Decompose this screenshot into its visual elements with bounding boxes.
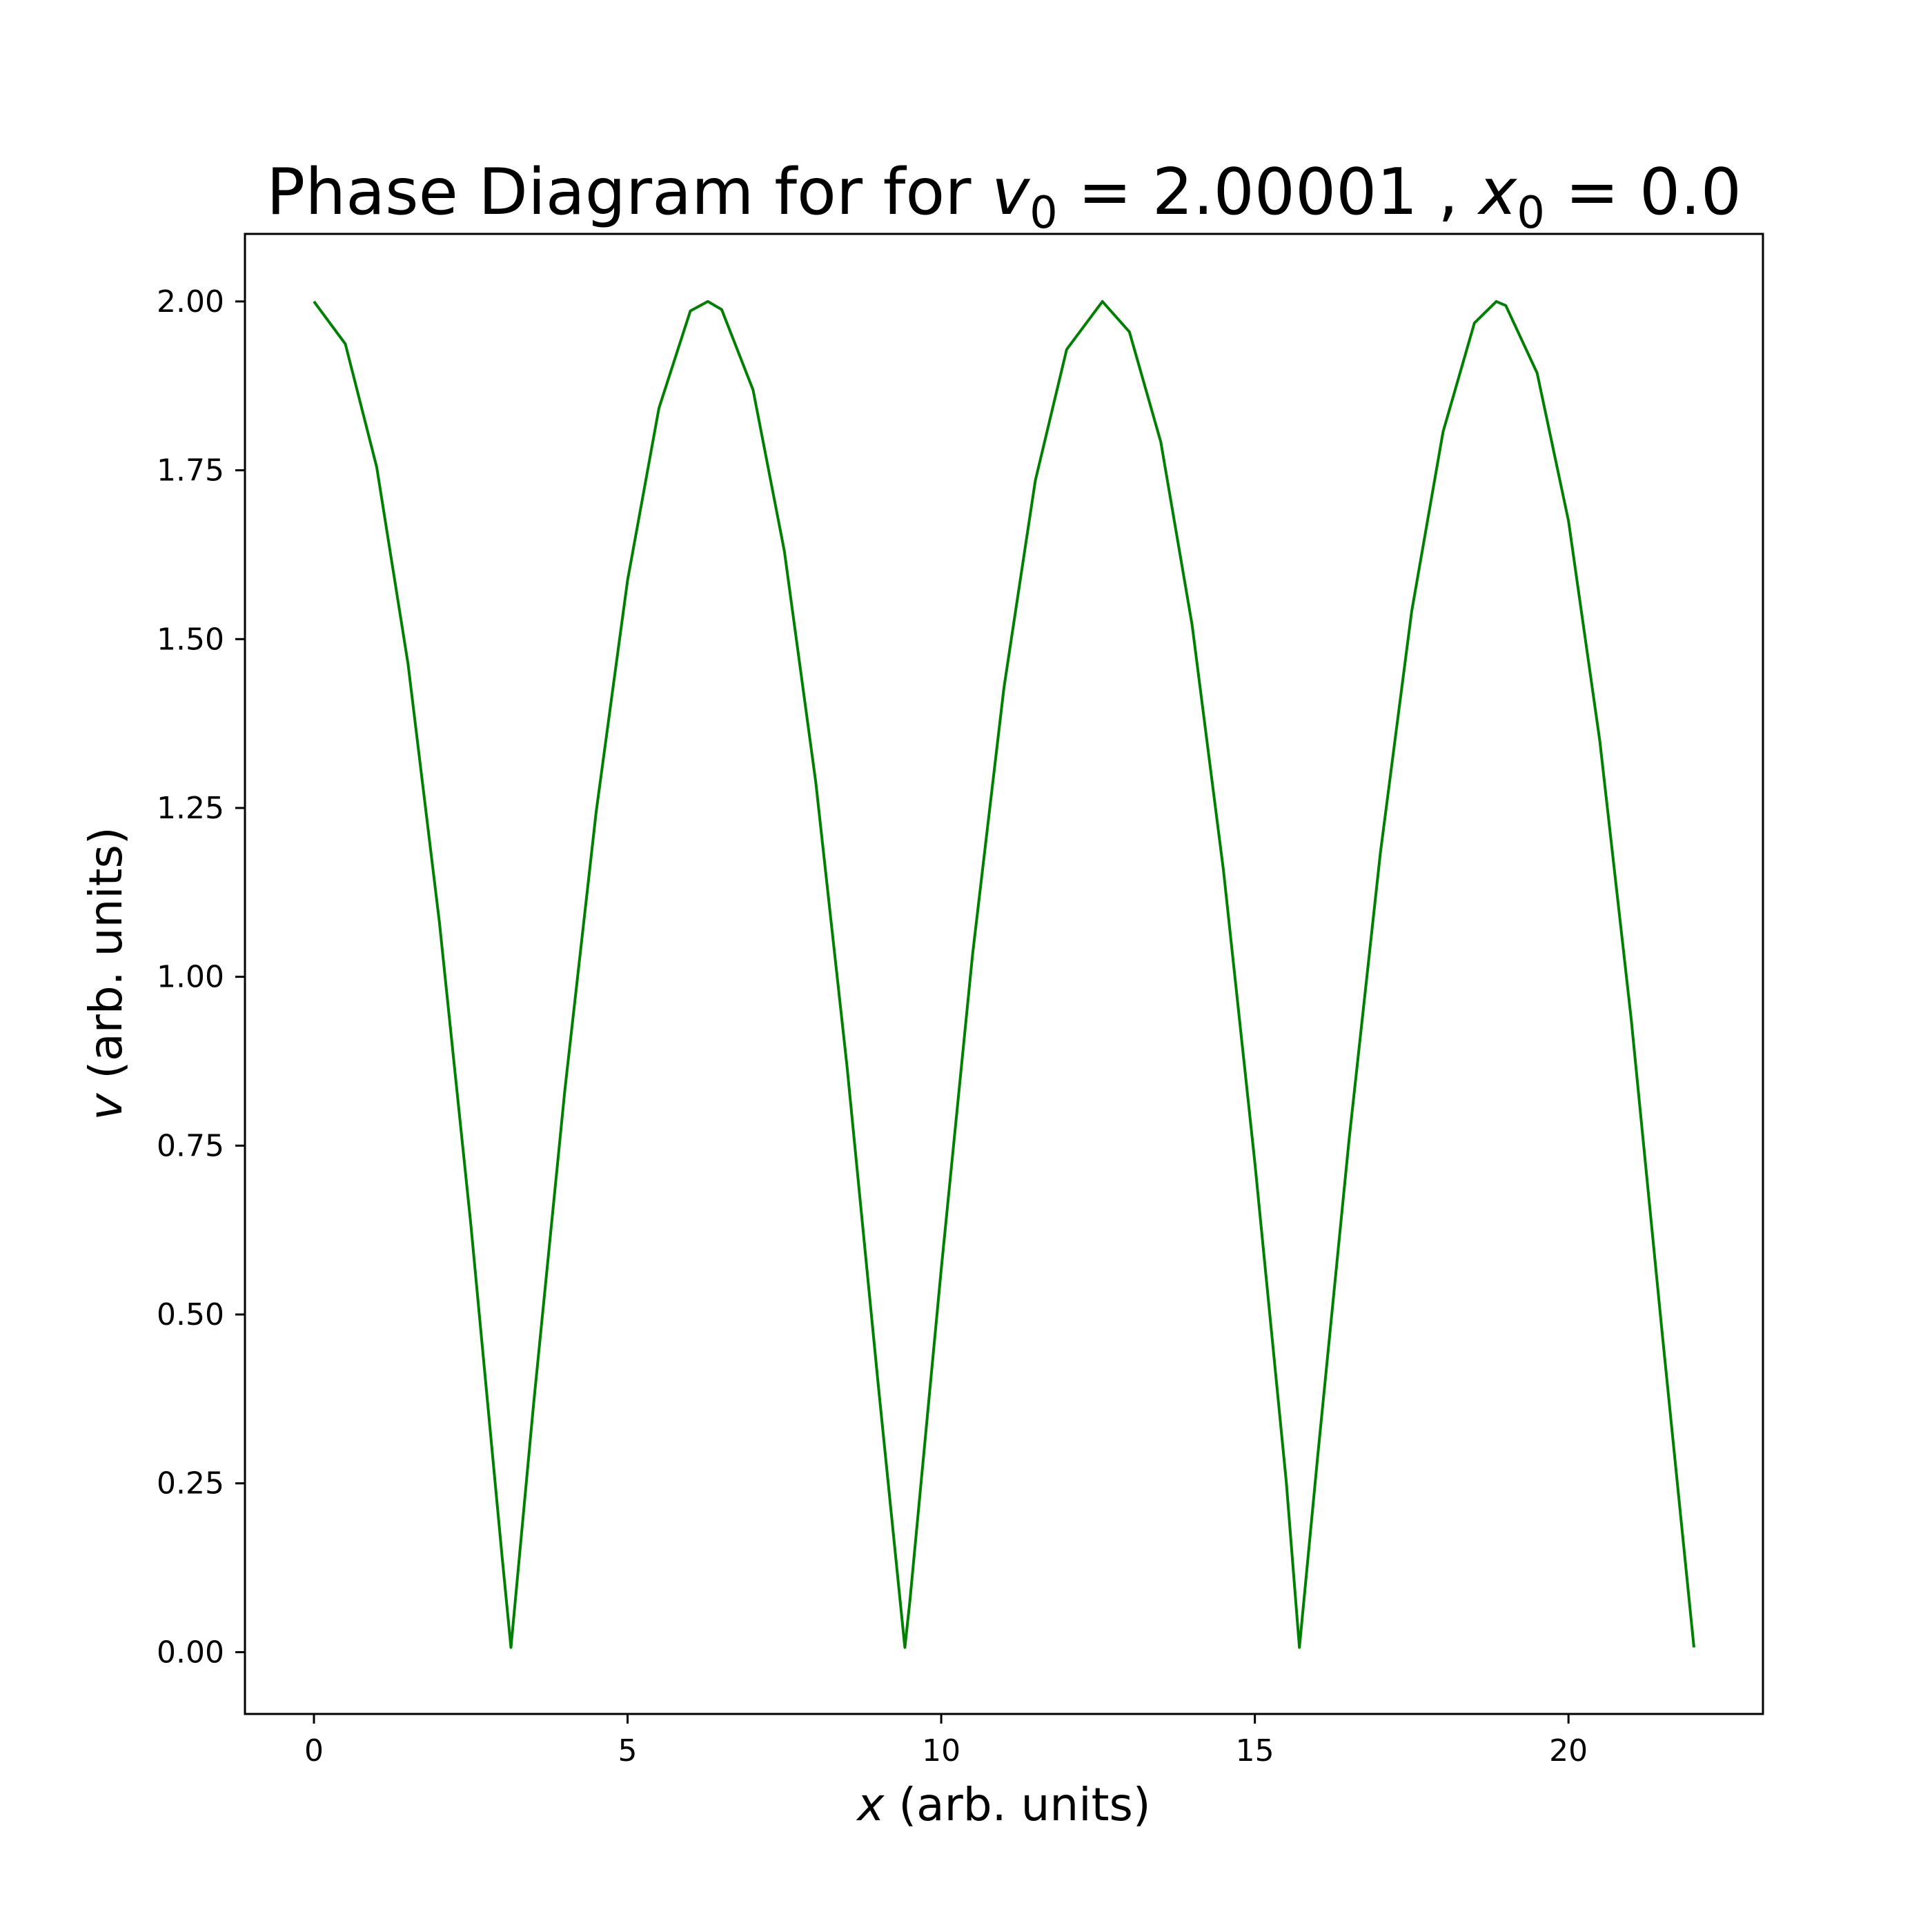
title-x-equals: = 0.0 bbox=[1545, 155, 1742, 229]
y-tick-label: 0.50 bbox=[157, 1297, 224, 1332]
title-v-symbol: v bbox=[992, 155, 1031, 229]
x-axis-label: x (arb. units) bbox=[856, 1778, 1150, 1831]
x-axis-label-text: (arb. units) bbox=[884, 1778, 1150, 1831]
series-line bbox=[313, 299, 1695, 1649]
x-tick-label: 20 bbox=[1549, 1733, 1588, 1768]
axes-frame bbox=[244, 233, 1764, 1715]
x-axis-ticks: 0 5 10 15 20 bbox=[304, 1714, 1588, 1768]
x-tick-label: 0 bbox=[304, 1733, 324, 1768]
title-v-equals: = 2.00001 , bbox=[1058, 155, 1479, 229]
plot-area bbox=[313, 299, 1695, 1649]
y-tick-label: 1.25 bbox=[157, 791, 224, 826]
title-x-subscript: 0 bbox=[1517, 188, 1545, 239]
y-tick-label: 0.00 bbox=[157, 1635, 224, 1670]
x-tick-label: 10 bbox=[922, 1733, 960, 1768]
y-tick-label: 2.00 bbox=[157, 284, 224, 319]
y-tick-label: 1.75 bbox=[157, 453, 224, 489]
title-x-symbol: x bbox=[1477, 155, 1517, 229]
y-axis-label: v (arb. units) bbox=[79, 827, 132, 1120]
y-tick-label: 0.25 bbox=[157, 1466, 224, 1501]
y-axis-ticks: 0.00 0.25 0.50 0.75 1.00 1.25 1.50 1.75 2.00 bbox=[157, 284, 245, 1670]
x-tick-label: 15 bbox=[1236, 1733, 1274, 1768]
title-prefix: Phase Diagram for for bbox=[266, 155, 992, 229]
y-tick-label: 1.50 bbox=[157, 622, 224, 657]
y-tick-label: 0.75 bbox=[157, 1128, 224, 1163]
y-tick-label: 1.00 bbox=[157, 960, 224, 995]
title-v-subscript: 0 bbox=[1029, 188, 1058, 239]
x-tick-label: 5 bbox=[618, 1733, 638, 1768]
chart-title: Phase Diagram for for v0 = 2.00001 , x0 … bbox=[266, 155, 1742, 239]
y-axis-label-symbol: v bbox=[79, 1093, 132, 1121]
x-axis-label-symbol: x bbox=[856, 1778, 885, 1831]
y-axis-label-text: (arb. units) bbox=[79, 827, 132, 1093]
